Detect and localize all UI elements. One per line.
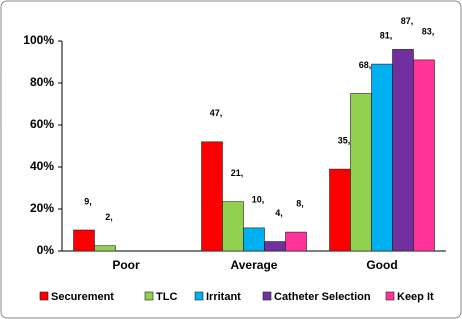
bar bbox=[350, 93, 372, 252]
count-label: 68, bbox=[359, 60, 372, 70]
legend-label: Irritant bbox=[206, 291, 241, 303]
legend-label: Catheter Selection bbox=[274, 291, 371, 303]
legend-swatch bbox=[144, 291, 154, 301]
count-label: 8, bbox=[296, 198, 304, 208]
count-label: 21, bbox=[231, 168, 244, 178]
count-label: 4, bbox=[275, 208, 283, 218]
bar bbox=[329, 168, 351, 252]
count-label: 81, bbox=[380, 30, 393, 40]
bar bbox=[371, 63, 393, 252]
count-label: 47, bbox=[210, 108, 223, 118]
count-label: 10, bbox=[252, 194, 265, 204]
y-tick-label: 40% bbox=[30, 159, 54, 173]
x-tick-label: Poor bbox=[112, 258, 140, 272]
bar bbox=[94, 245, 116, 252]
x-tick-label: Good bbox=[366, 258, 397, 272]
bar bbox=[243, 227, 265, 252]
legend-label: TLC bbox=[156, 291, 177, 303]
legend-label: Keep It bbox=[397, 291, 434, 303]
legend-swatch bbox=[194, 291, 204, 301]
x-tick-label: Average bbox=[231, 258, 278, 272]
legend-swatch bbox=[262, 291, 272, 301]
count-label: 83, bbox=[422, 26, 435, 36]
bar bbox=[392, 49, 414, 252]
bar bbox=[413, 59, 435, 252]
bar bbox=[201, 141, 223, 252]
y-tick-label: 60% bbox=[30, 117, 54, 131]
bar bbox=[222, 201, 244, 252]
legend-label: Securement bbox=[51, 291, 114, 303]
count-label: 2, bbox=[105, 212, 113, 222]
bar bbox=[264, 241, 286, 252]
count-label: 9, bbox=[84, 196, 92, 206]
count-label: 87, bbox=[401, 16, 414, 26]
bar bbox=[285, 231, 307, 252]
y-tick-label: 80% bbox=[30, 75, 54, 89]
y-tick-label: 20% bbox=[30, 201, 54, 215]
legend-swatch bbox=[385, 291, 395, 301]
bar bbox=[73, 229, 95, 252]
legend-swatch bbox=[39, 291, 49, 301]
y-tick-label: 100% bbox=[23, 33, 54, 47]
y-tick-label: 0% bbox=[37, 243, 55, 257]
count-label: 35, bbox=[338, 135, 351, 145]
